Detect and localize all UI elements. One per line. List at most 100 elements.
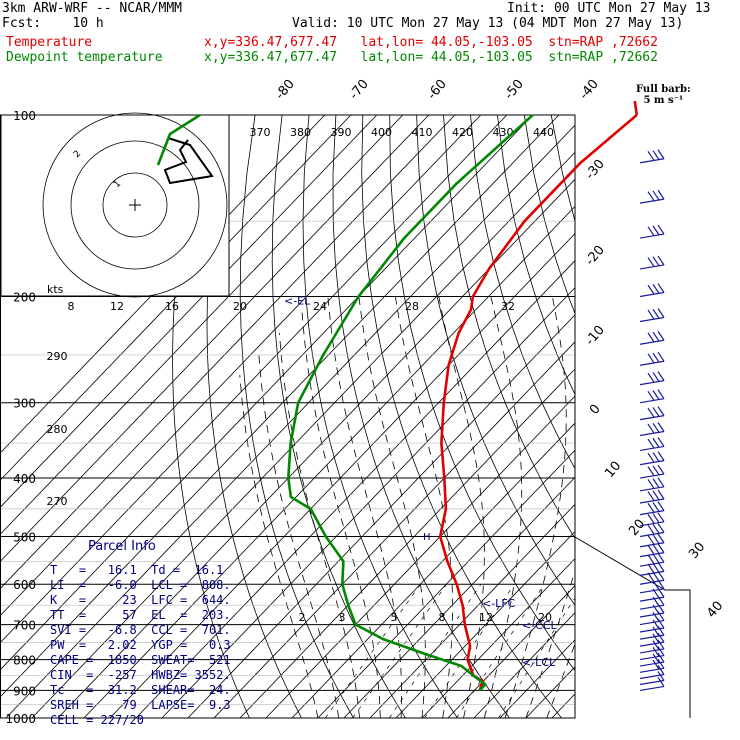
- plot-border: [0, 114, 576, 719]
- wind-barb-flag: [652, 659, 660, 670]
- dry-adiabat-line: [389, 115, 575, 672]
- wind-barb-flag: [652, 534, 660, 544]
- wind-barb-flag: [657, 652, 665, 663]
- isotherm-line: [213, 341, 575, 718]
- wind-barb-shaft: [639, 561, 665, 567]
- isotherm-line: [135, 260, 575, 718]
- wind-barb-flag: [657, 523, 665, 533]
- level-annotations: <-EL <-LFC <-CCL <-LCL H: [284, 294, 558, 669]
- isotherm-line: [187, 314, 575, 718]
- temperature-profile: [438, 114, 638, 691]
- wind-barb: [639, 570, 665, 585]
- isotherm-line: [109, 232, 575, 718]
- wind-barb-shaft: [639, 531, 665, 538]
- wind-barb-flag: [652, 407, 660, 417]
- wind-barb-flag: [657, 665, 665, 675]
- wind-barb-flag: [652, 640, 660, 651]
- wind-barb-flag: [657, 406, 665, 416]
- wind-barb: [639, 351, 665, 366]
- parcel-row: SREH = 79 LAPSE= 9.3: [50, 698, 231, 712]
- isotherm-line: [343, 476, 575, 718]
- inset-units: kts: [47, 283, 64, 296]
- wind-barb-flag: [647, 372, 655, 383]
- isotherm-line: [0, 115, 508, 644]
- wind-barb-flag: [657, 562, 665, 572]
- mixing-ratio-label: 2: [299, 611, 306, 624]
- dewpoint-legend-info: x,y=336.47,677.47 lat,lon= 44.05,-103.05…: [204, 50, 658, 65]
- wind-barb-flag: [652, 544, 660, 554]
- wind-barb-flag: [657, 477, 665, 488]
- theta-label: 380: [290, 126, 311, 139]
- freezing-level-marker: H: [423, 532, 431, 543]
- wind-barb-flag: [652, 653, 660, 664]
- wind-barb-shaft: [639, 198, 665, 204]
- theta-label: 370: [250, 126, 271, 139]
- inset-speed-label: 12: [110, 300, 124, 313]
- temperature-tick-label: -20: [583, 243, 608, 269]
- wind-barb-flag: [652, 633, 660, 644]
- wind-barb-flag: [652, 225, 660, 236]
- isotherm-line: [317, 449, 575, 718]
- temperature-tick-label: 30: [686, 540, 708, 562]
- isotherm-line: [291, 422, 575, 718]
- isotherm-line: [421, 557, 575, 718]
- pressure-tick-label: 300: [13, 397, 36, 411]
- wind-barb-flag: [647, 466, 655, 476]
- wind-barb-shaft: [639, 498, 665, 504]
- wind-barb-flag: [652, 452, 660, 462]
- isotherm-line: [604, 115, 740, 718]
- wind-barb-shaft: [639, 486, 665, 492]
- level-annotation: <-CCL: [522, 619, 558, 632]
- pressure-tick-label: 100: [13, 109, 36, 123]
- wind-barb-shaft: [639, 264, 665, 270]
- wind-barb: [639, 501, 665, 516]
- wind-barb-flag: [652, 465, 660, 476]
- inset-speed-label: 8: [68, 300, 75, 313]
- isotherm-line: [0, 115, 404, 536]
- wind-barb-flag: [647, 524, 655, 535]
- mixing-ratio-label: 20: [538, 611, 552, 624]
- wind-barb: [639, 523, 665, 538]
- wind-barb: [639, 579, 665, 594]
- wind-barb: [639, 677, 665, 692]
- moist-adiabat-line: [258, 354, 340, 718]
- parcel-row: CELL = 227/20: [50, 713, 144, 727]
- wind-barb-flag: [647, 423, 655, 434]
- wind-barb-shaft: [639, 316, 665, 323]
- wind-barb-flag: [657, 330, 665, 341]
- wind-barb-flag: [652, 308, 660, 319]
- moist-adiabat-line: [546, 642, 575, 718]
- hodograph-trace: [163, 137, 214, 185]
- isotherm-line: [161, 287, 575, 718]
- wind-barb-flag: [657, 579, 665, 590]
- parcel-row: T = 16.1 Td = 16.1: [50, 563, 224, 577]
- wind-barb-flag: [647, 191, 655, 202]
- wind-barb: [639, 371, 665, 386]
- moist-adiabat-line: [239, 375, 319, 718]
- theta-e-label: 270: [47, 495, 68, 508]
- valid-time: Valid: 10 UTC Mon 27 May 13 (04 MDT Mon …: [292, 16, 684, 31]
- isotherm-line: [656, 115, 740, 718]
- wind-barb-flag: [657, 543, 665, 553]
- wind-barb: [639, 533, 665, 548]
- wind-barb-flag: [657, 512, 665, 523]
- wind-barb-flag: [647, 309, 655, 320]
- temperature-tick-label: -50: [502, 77, 527, 103]
- wind-barb-flag: [657, 595, 665, 606]
- level-annotation: <-EL: [284, 294, 311, 307]
- wind-barb-flag: [657, 625, 665, 636]
- wind-barb-flag: [652, 562, 660, 573]
- inset-speed-label: 16: [165, 300, 179, 313]
- wind-barb-flag: [652, 619, 660, 630]
- wind-barb-flag: [657, 570, 665, 581]
- wind-barb-flag: [657, 224, 665, 235]
- wind-barb: [639, 512, 665, 527]
- wind-barb: [639, 552, 665, 567]
- isotherm-line: [0, 115, 560, 698]
- isotherm-line: [0, 115, 352, 481]
- dewpoint-profile: [286, 114, 534, 692]
- mixing-ratio-label: 12: [479, 611, 493, 624]
- wind-barb-flag: [647, 563, 655, 574]
- wind-barb-flag: [657, 451, 665, 461]
